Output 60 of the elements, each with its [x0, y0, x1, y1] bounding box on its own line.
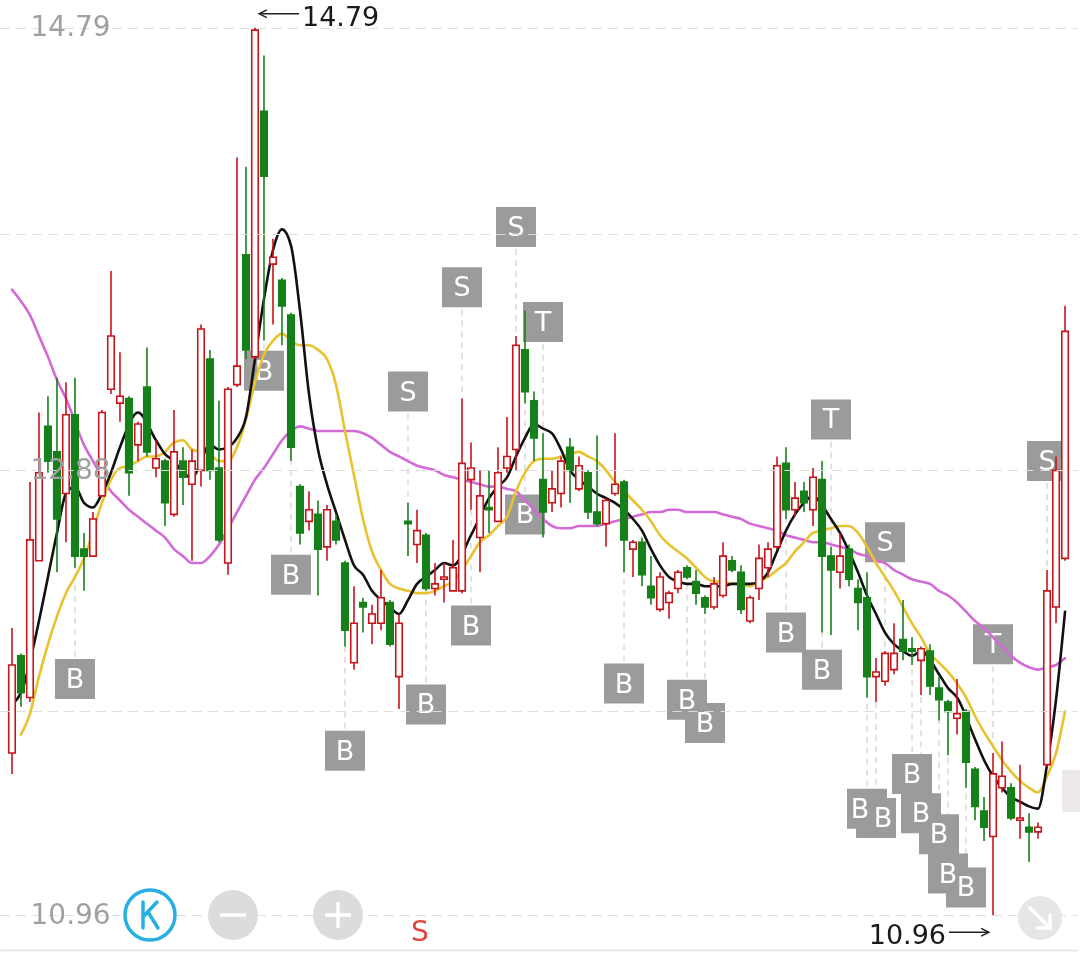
candlestick: [304, 490, 314, 532]
text: B: [850, 792, 870, 824]
text: B: [938, 857, 958, 889]
candlestick: [601, 497, 611, 548]
text: B: [281, 558, 301, 590]
text: B: [812, 653, 832, 685]
series-label: B: [929, 818, 949, 850]
candlestick: [115, 351, 125, 423]
text: B: [911, 797, 931, 829]
candlestick: [232, 156, 242, 388]
candlestick: [484, 469, 494, 534]
annotation: 10.96: [868, 919, 947, 951]
annotation: 14.79: [301, 0, 380, 32]
text: B: [776, 616, 796, 648]
candlestick: [790, 481, 800, 518]
text: B: [515, 498, 535, 530]
candlestick: [331, 513, 341, 546]
text: S: [876, 526, 894, 558]
candlestick: [430, 562, 440, 597]
text: B: [956, 871, 976, 903]
series-label: T: [533, 306, 552, 338]
candlestick: [835, 532, 845, 590]
text: T: [822, 403, 840, 435]
y-tick-label: 14.79: [30, 10, 111, 44]
text: B: [65, 662, 85, 694]
text: S: [1038, 445, 1056, 477]
candlestick: [178, 446, 188, 506]
candlestick: [133, 420, 143, 462]
series-label: S: [399, 375, 417, 407]
candlestick: [565, 437, 575, 504]
candlestick: [979, 796, 989, 842]
candlestick: [151, 439, 161, 479]
y-tick-label: 10.96: [30, 897, 111, 931]
candlestick: [628, 539, 638, 578]
text: B: [677, 683, 697, 715]
text: B: [335, 734, 355, 766]
candlestick: [268, 237, 278, 326]
candlestick: [691, 569, 701, 606]
candlestick: [952, 678, 962, 736]
candlestick: [610, 432, 620, 497]
text: B: [614, 667, 634, 699]
candlestick: [646, 555, 656, 606]
annotation: S: [411, 915, 429, 948]
candlestick: [700, 594, 710, 615]
candlestick: [799, 481, 809, 513]
text: B: [416, 688, 436, 720]
candlestick: [745, 594, 755, 625]
text: B: [461, 609, 481, 641]
candlestick: [412, 508, 422, 564]
text: B: [695, 706, 715, 738]
candlestick: [1024, 812, 1034, 863]
text: B: [873, 801, 893, 833]
candlestick: [673, 569, 683, 594]
candlestick: [916, 645, 926, 696]
text: S: [453, 271, 471, 303]
candlestick: [1015, 763, 1025, 840]
candlestick: [358, 597, 368, 634]
text: B: [902, 757, 922, 789]
candlestick: [502, 416, 512, 474]
candlestick: [574, 455, 584, 493]
